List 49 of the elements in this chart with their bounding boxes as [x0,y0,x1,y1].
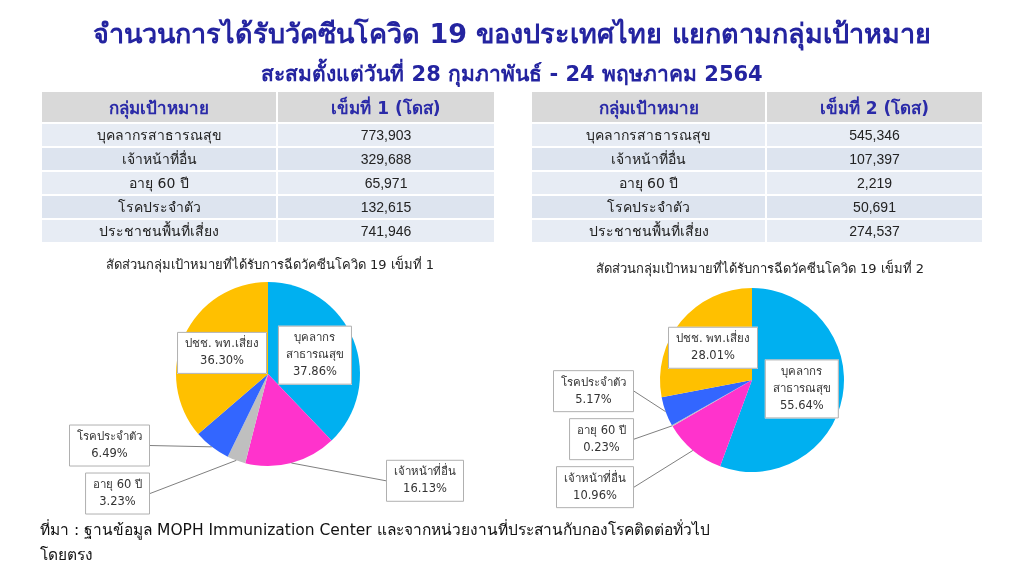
data-label: 65,971 [277,171,495,195]
slice-label: โรคประจำตัว [561,374,626,389]
data-label: 5.17% [575,391,612,406]
category-label: ประชาชนพื้นที่เสี่ยง [41,219,278,242]
category-label: อายุ 60 ปี [531,171,767,195]
slice-label: ปชช. พท.เสี่ยง [185,335,259,351]
text: สะสมตั้งแต่วันที่ 28 กุมภาพันธ์ - 24 พฤษภาคม 2564 [260,57,764,89]
data-label: 28.01% [691,348,735,363]
text: จำนวนการได้รับวัคซีนโควิด 19 ของประเทศไทย แยกตามกลุ่มเป้าหมาย [92,17,932,53]
category-label: เจ้าหน้าที่อื่น [531,147,767,171]
text: กลุ่มเป้าหมาย [531,92,767,123]
data-label: 36.30% [200,353,245,368]
slice-label: ปชช. พท.เสี่ยง [676,330,750,346]
data-label: 10.96% [573,487,617,502]
slice-label: บุคลากร สาธารณสุข [285,330,344,362]
slice-label: เจ้าหน้าที่อื่น [564,469,626,485]
category-label: บุคลากรสาธารณสุข [531,123,767,147]
data-label: 37.86% [293,364,337,379]
data-label: 107,397 [766,147,983,171]
data-label: 132,615 [277,195,495,219]
category-label: โรคประจำตัว [531,195,767,219]
data-label: 16.13% [403,481,447,496]
category-label: ประชาชนพื้นที่เสี่ยง [531,219,767,242]
data-label: 3.23% [99,494,136,509]
text: เข็มที่ 1 (โดส) [277,92,495,123]
slice-label: เจ้าหน้าที่อื่น [394,463,456,479]
slice-label: อายุ 60 ปี [577,422,626,437]
data-label: 274,537 [766,219,983,242]
category-label: บุคลากรสาธารณสุข [41,123,278,147]
chart-title: สัดส่วนกลุ่มเป้าหมายที่ได้รับการฉีดวัคซีนโควิด 19 เข็มที่ 2 [594,258,926,279]
text: ที่มา : ฐานข้อมูล MOPH Immunization Center และจากหน่วยงานที่ประสานกับกองโรคติดต่อทั่วไปโดยตรง [40,518,710,566]
data-label: 0.23% [583,439,620,454]
text: กลุ่มเป้าหมาย [41,92,278,123]
category-label: โรคประจำตัว [41,195,278,219]
slice-label: บุคลากร สาธารณสุข [772,363,831,395]
data-label: 773,903 [277,123,495,147]
data-label: 329,688 [277,147,495,171]
text: เข็มที่ 2 (โดส) [766,92,983,123]
data-label: 545,346 [766,123,983,147]
category-label: อายุ 60 ปี [41,171,278,195]
data-label: 2,219 [766,171,983,195]
data-label: 741,946 [277,219,495,242]
data-label: 50,691 [766,195,983,219]
category-label: เจ้าหน้าที่อื่น [41,147,278,171]
data-label: 6.49% [91,446,128,461]
chart-title: สัดส่วนกลุ่มเป้าหมายที่ได้รับการฉีดวัคซีนโควิด 19 เข็มที่ 1 [104,254,436,275]
slice-label: โรคประจำตัว [77,429,142,444]
data-label: 55.64% [779,397,824,412]
slice-label: อายุ 60 ปี [93,477,142,492]
